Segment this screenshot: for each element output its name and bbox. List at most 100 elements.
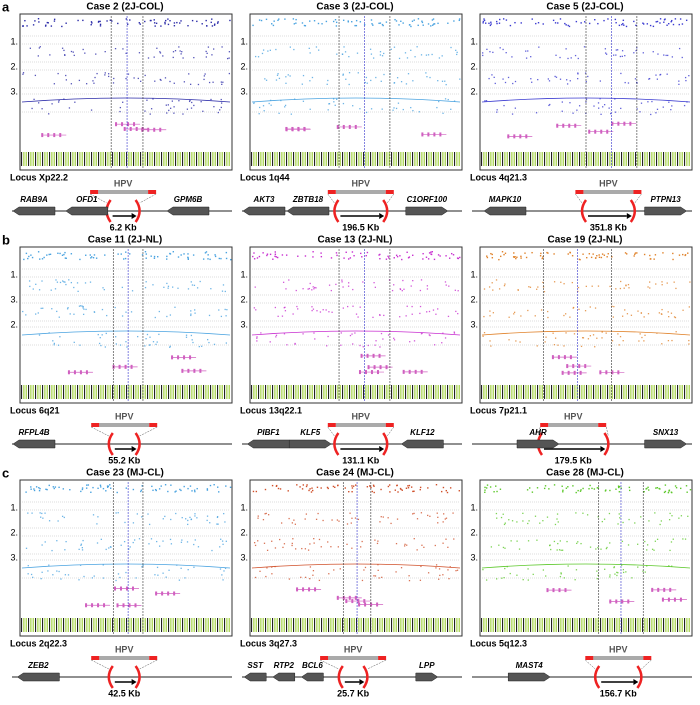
panel: Case 19 (2J-NL)1.2.3.Locus 7p21.1HPV179.…: [470, 235, 692, 466]
barcode: [77, 385, 78, 399]
barcode: [258, 385, 259, 399]
barcode: [495, 618, 496, 632]
barcode: [384, 618, 385, 632]
barcode: [665, 618, 666, 632]
track-dot: [65, 284, 66, 285]
track-dot: [352, 306, 353, 307]
gene-arrow: [301, 673, 323, 681]
barcode: [495, 152, 496, 166]
track-dot: [336, 99, 337, 100]
track-dot: [39, 334, 40, 335]
track-dot: [378, 23, 379, 24]
track-dot: [594, 19, 595, 20]
track-dot: [116, 343, 117, 344]
track-dot: [274, 256, 275, 257]
barcode: [47, 618, 48, 632]
track-dot: [576, 21, 577, 22]
hpv-end: [328, 423, 336, 427]
barcode: [400, 385, 401, 399]
annotation-exon: [155, 591, 157, 595]
track-dot: [273, 20, 274, 21]
barcode: [414, 385, 415, 399]
track-dot: [396, 108, 397, 109]
track-dot: [333, 486, 334, 487]
track-dot: [580, 491, 581, 492]
track-dot: [530, 287, 531, 288]
track-dot: [154, 22, 155, 23]
annotation-exon: [580, 371, 582, 375]
barcode: [584, 152, 585, 166]
barcode: [98, 152, 99, 166]
annotation-exon: [125, 365, 127, 369]
locus-label: Locus 6q21: [10, 405, 60, 415]
gene-label: PIBF1: [257, 428, 280, 437]
track-dot: [544, 488, 545, 489]
track-dot: [41, 280, 42, 281]
track-dot: [333, 101, 334, 102]
track-dot: [667, 282, 668, 283]
track-dot: [634, 254, 635, 255]
barcode: [581, 618, 582, 632]
barcode: [616, 385, 617, 399]
track-dot: [437, 308, 438, 309]
projection: [367, 660, 386, 669]
track-dot: [90, 24, 91, 25]
track-dot: [221, 102, 222, 103]
track-dot: [125, 312, 126, 313]
track-dot: [600, 114, 601, 115]
track-dot: [320, 252, 321, 253]
annotation-exon: [97, 603, 99, 607]
barcode: [152, 618, 153, 632]
barcode: [400, 152, 401, 166]
track-dot: [138, 78, 139, 79]
track-dot: [46, 254, 47, 255]
track-dot: [409, 580, 410, 581]
track-dot: [609, 542, 610, 543]
barcode: [591, 618, 592, 632]
track-dot: [50, 254, 51, 255]
track-dot: [340, 345, 341, 346]
barcode: [433, 152, 434, 166]
barcode: [121, 385, 122, 399]
track-dot: [255, 286, 256, 287]
barcode: [89, 385, 90, 399]
track-dot: [179, 50, 180, 51]
barcode: [514, 618, 515, 632]
track-dot: [182, 113, 183, 114]
barcode: [542, 618, 543, 632]
track-dot: [458, 290, 459, 291]
track-dot: [33, 488, 34, 489]
barcode: [600, 618, 601, 632]
barcode: [358, 618, 359, 632]
track-dot: [643, 23, 644, 24]
track-dot: [82, 305, 83, 306]
barcode: [630, 152, 631, 166]
track-dot: [30, 254, 31, 255]
barcode: [208, 152, 209, 166]
barcode: [459, 152, 460, 166]
track-dot: [489, 286, 490, 287]
track-dot: [548, 488, 549, 489]
track-dot: [556, 77, 557, 78]
barcode: [166, 618, 167, 632]
barcode: [272, 152, 273, 166]
track-dot: [408, 73, 409, 74]
track-dot: [267, 253, 268, 254]
track-dot: [180, 254, 181, 255]
barcode: [412, 385, 413, 399]
track-dot: [133, 522, 134, 523]
barcode: [170, 618, 171, 632]
track-dot: [373, 575, 374, 576]
track-dot: [503, 254, 504, 255]
track-dot: [409, 256, 410, 257]
track-dot: [86, 487, 87, 488]
track-dot: [536, 112, 537, 113]
barcode: [344, 618, 345, 632]
track-dot: [434, 259, 435, 260]
track-dot: [71, 83, 72, 84]
track-dot: [285, 105, 286, 106]
barcode: [133, 152, 134, 166]
barcode: [44, 385, 45, 399]
track-dot: [459, 78, 460, 79]
track-dot: [180, 490, 181, 491]
